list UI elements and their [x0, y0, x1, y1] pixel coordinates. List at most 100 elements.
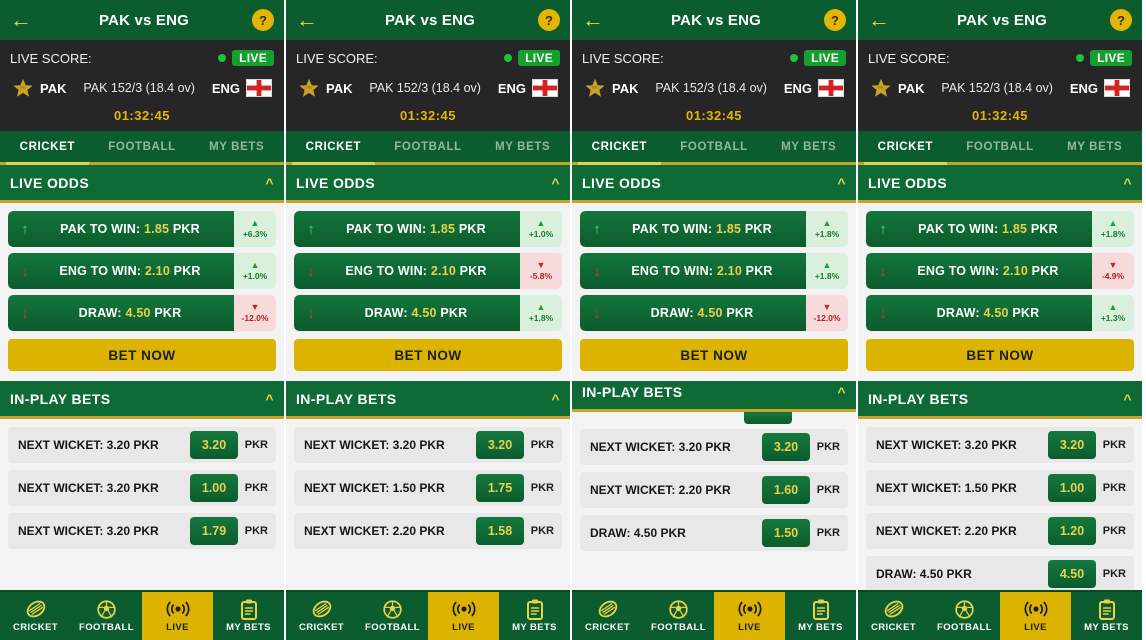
inplay-row[interactable]: NEXT WICKET: 3.20 PKR 3.20 PKR [8, 427, 276, 463]
tab-football[interactable]: FOOTBALL [95, 131, 190, 162]
odds-main[interactable]: ↓ ENG TO WIN: 2.10 PKR [866, 253, 1092, 289]
tab-football[interactable]: FOOTBALL [953, 131, 1048, 162]
inplay-odd-button[interactable]: 1.58 [476, 517, 524, 545]
tab-cricket[interactable]: CRICKET [572, 131, 667, 165]
inplay-row[interactable]: DRAW: 4.50 PKR 1.50 PKR [580, 515, 848, 551]
help-icon[interactable]: ? [252, 9, 274, 31]
odds-row[interactable]: ↓ DRAW: 4.50 PKR ▼ -12.0% [8, 295, 276, 331]
arrow-left-icon[interactable]: ← [868, 7, 890, 32]
odds-row[interactable]: ↓ ENG TO WIN: 2.10 PKR ▼ -4.9% [866, 253, 1134, 289]
inplay-row[interactable]: NEXT WICKET: 2.20 PKR 1.20 PKR [866, 513, 1134, 549]
inplay-row[interactable]: NEXT WICKET: 3.20 PKR 1.00 PKR [8, 470, 276, 506]
inplay-row[interactable]: NEXT WICKET: 3.20 PKR 3.20 PKR [294, 427, 562, 463]
bet-now-button[interactable]: BET NOW [866, 339, 1134, 371]
chevron-up-icon[interactable]: ^ [837, 383, 846, 400]
help-icon[interactable]: ? [824, 9, 846, 31]
odds-main[interactable]: ↓ DRAW: 4.50 PKR [294, 295, 520, 331]
nav-item-my-bets[interactable]: MY BETS [785, 592, 856, 640]
inplay-row[interactable]: NEXT WICKET: 2.20 PKR 1.60 PKR [580, 472, 848, 508]
inplay-odd-button[interactable]: 1.79 [190, 517, 238, 545]
inplay-row[interactable]: NEXT WICKET: 3.20 PKR 1.79 PKR [8, 513, 276, 549]
tab-football[interactable]: FOOTBALL [381, 131, 476, 162]
odds-row[interactable]: ↓ ENG TO WIN: 2.10 PKR ▼ -5.8% [294, 253, 562, 289]
inplay-row[interactable]: NEXT WICKET: 3.20 PKR 3.20 PKR [580, 429, 848, 465]
inplay-odd-button[interactable]: 3.20 [190, 431, 238, 459]
inplay-row[interactable]: NEXT WICKET: 3.20 PKR 3.20 PKR [866, 427, 1134, 463]
inplay-odd-button[interactable]: 1.20 [1048, 517, 1096, 545]
tab-my-bets[interactable]: MY BETS [1047, 131, 1142, 162]
odds-main[interactable]: ↓ DRAW: 4.50 PKR [8, 295, 234, 331]
nav-item-my-bets[interactable]: MY BETS [213, 592, 284, 640]
nav-item-cricket[interactable]: CRICKET [286, 592, 357, 640]
tab-cricket[interactable]: CRICKET [286, 131, 381, 165]
odds-row[interactable]: ↑ PAK TO WIN: 1.85 PKR ▲ +6.3% [8, 211, 276, 247]
odds-main[interactable]: ↓ ENG TO WIN: 2.10 PKR [8, 253, 234, 289]
odds-row[interactable]: ↓ DRAW: 4.50 PKR ▼ -12.0% [580, 295, 848, 331]
inplay-odd-button[interactable]: 4.50 [1048, 560, 1096, 588]
inplay-row[interactable]: NEXT WICKET: 1.50 PKR 1.75 PKR [294, 470, 562, 506]
arrow-left-icon[interactable]: ← [582, 7, 604, 32]
nav-item-live[interactable]: LIVE [1000, 592, 1071, 640]
inplay-odd-button[interactable]: 3.20 [762, 433, 810, 461]
bet-now-button[interactable]: BET NOW [8, 339, 276, 371]
chevron-up-icon[interactable]: ^ [265, 174, 274, 191]
inplay-row[interactable]: NEXT WICKET: 2.20 PKR 1.58 PKR [294, 513, 562, 549]
nav-item-cricket[interactable]: CRICKET [572, 592, 643, 640]
odds-main[interactable]: ↓ DRAW: 4.50 PKR [580, 295, 806, 331]
chevron-up-icon[interactable]: ^ [1123, 390, 1132, 407]
chevron-up-icon[interactable]: ^ [265, 390, 274, 407]
inplay-row[interactable]: DRAW: 4.50 PKR 4.50 PKR [866, 556, 1134, 590]
inplay-section-header[interactable]: IN-PLAY BETS ^ [0, 381, 284, 419]
live-odds-section-header[interactable]: LIVE ODDS ^ [572, 165, 856, 203]
odds-main[interactable]: ↓ ENG TO WIN: 2.10 PKR [580, 253, 806, 289]
inplay-odd-button[interactable]: 3.20 [1048, 431, 1096, 459]
odds-row[interactable]: ↓ DRAW: 4.50 PKR ▲ +1.8% [294, 295, 562, 331]
odds-main[interactable]: ↑ PAK TO WIN: 1.85 PKR [866, 211, 1092, 247]
tab-cricket[interactable]: CRICKET [0, 131, 95, 165]
live-odds-section-header[interactable]: LIVE ODDS ^ [286, 165, 570, 203]
chevron-up-icon[interactable]: ^ [551, 174, 560, 191]
nav-item-football[interactable]: FOOTBALL [357, 592, 428, 640]
inplay-section-header[interactable]: IN-PLAY BETS ^ [286, 381, 570, 419]
arrow-left-icon[interactable]: ← [10, 7, 32, 32]
tab-my-bets[interactable]: MY BETS [761, 131, 856, 162]
odds-row[interactable]: ↑ PAK TO WIN: 1.85 PKR ▲ +1.8% [580, 211, 848, 247]
odds-row[interactable]: ↑ PAK TO WIN: 1.85 PKR ▲ +1.0% [294, 211, 562, 247]
odds-main[interactable]: ↓ ENG TO WIN: 2.10 PKR [294, 253, 520, 289]
chevron-up-icon[interactable]: ^ [551, 390, 560, 407]
inplay-odd-button[interactable]: 1.00 [190, 474, 238, 502]
odds-row[interactable]: ↑ PAK TO WIN: 1.85 PKR ▲ +1.8% [866, 211, 1134, 247]
inplay-odd-button[interactable]: 3.20 [476, 431, 524, 459]
nav-item-cricket[interactable]: CRICKET [0, 592, 71, 640]
nav-item-cricket[interactable]: CRICKET [858, 592, 929, 640]
odds-main[interactable]: ↑ PAK TO WIN: 1.85 PKR [8, 211, 234, 247]
nav-item-football[interactable]: FOOTBALL [929, 592, 1000, 640]
odds-main[interactable]: ↑ PAK TO WIN: 1.85 PKR [580, 211, 806, 247]
tab-football[interactable]: FOOTBALL [667, 131, 762, 162]
nav-item-live[interactable]: LIVE [142, 592, 213, 640]
inplay-odd-button[interactable]: 1.50 [762, 519, 810, 547]
tab-cricket[interactable]: CRICKET [858, 131, 953, 165]
inplay-odd-button[interactable]: 1.75 [476, 474, 524, 502]
live-odds-section-header[interactable]: LIVE ODDS ^ [858, 165, 1142, 203]
help-icon[interactable]: ? [1110, 9, 1132, 31]
nav-item-live[interactable]: LIVE [428, 592, 499, 640]
bet-now-button[interactable]: BET NOW [580, 339, 848, 371]
arrow-left-icon[interactable]: ← [296, 7, 318, 32]
bet-now-button[interactable]: BET NOW [294, 339, 562, 371]
nav-item-football[interactable]: FOOTBALL [71, 592, 142, 640]
odds-row[interactable]: ↓ DRAW: 4.50 PKR ▲ +1.3% [866, 295, 1134, 331]
odds-row[interactable]: ↓ ENG TO WIN: 2.10 PKR ▲ +1.0% [8, 253, 276, 289]
tab-my-bets[interactable]: MY BETS [475, 131, 570, 162]
odds-main[interactable]: ↓ DRAW: 4.50 PKR [866, 295, 1092, 331]
nav-item-my-bets[interactable]: MY BETS [499, 592, 570, 640]
chevron-up-icon[interactable]: ^ [837, 174, 846, 191]
inplay-section-header[interactable]: IN-PLAY BETS ^ [572, 381, 856, 412]
nav-item-football[interactable]: FOOTBALL [643, 592, 714, 640]
inplay-row[interactable]: NEXT WICKET: 1.50 PKR 1.00 PKR [866, 470, 1134, 506]
inplay-section-header[interactable]: IN-PLAY BETS ^ [858, 381, 1142, 419]
nav-item-my-bets[interactable]: MY BETS [1071, 592, 1142, 640]
nav-item-live[interactable]: LIVE [714, 592, 785, 640]
odds-main[interactable]: ↑ PAK TO WIN: 1.85 PKR [294, 211, 520, 247]
tab-my-bets[interactable]: MY BETS [189, 131, 284, 162]
